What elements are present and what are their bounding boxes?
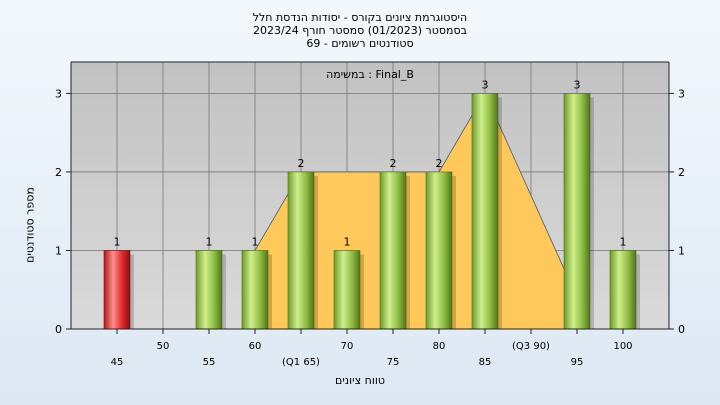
bar-value-label: 1 (252, 235, 259, 248)
x-tick-label: (Q3 90) (512, 341, 550, 352)
y-axis-label: מספר סטודנטים (23, 187, 37, 263)
y-tick-label-right: 0 (678, 323, 685, 336)
bar-value-label: 1 (114, 235, 121, 248)
y-tick-label-left: 1 (55, 244, 62, 257)
histogram-bar (609, 250, 637, 330)
histogram-bar (425, 171, 453, 330)
bar-value-label: 3 (574, 78, 581, 91)
bar-value-label: 1 (344, 235, 351, 248)
y-tick-label-left: 2 (55, 166, 62, 179)
x-tick-label: 100 (613, 341, 632, 352)
chart-title-line-2: בסמסטר (01/2023) סמסטר חורף 2023/24 (253, 24, 467, 37)
y-tick-label-right: 2 (678, 166, 685, 179)
histogram-bar (195, 250, 223, 330)
histogram-bar (379, 171, 407, 330)
histogram-bar (563, 93, 591, 330)
histogram-bar (241, 250, 269, 330)
bar-value-label: 2 (390, 157, 397, 170)
x-tick-label: 70 (341, 341, 354, 352)
x-tick-label: 80 (433, 341, 446, 352)
x-tick-label: 95 (571, 357, 584, 368)
y-tick-label-right: 3 (678, 87, 685, 100)
x-tick-label: 60 (249, 341, 262, 352)
chart-title-line-1: היסטוגרמת ציונים בקורס - יסודות הנדסת חל… (252, 11, 468, 24)
bar-value-label: 3 (482, 78, 489, 91)
y-tick-label-right: 1 (678, 244, 685, 257)
x-tick-label: (Q1 65) (282, 357, 320, 368)
x-tick-label: 55 (203, 357, 216, 368)
histogram-bar (287, 171, 315, 330)
chart-subtitle: במשימה : Final_B (326, 68, 414, 81)
histogram-bar (471, 93, 499, 330)
histogram-bar (333, 250, 361, 330)
chart-title-line-3: סטודנטים רשומים - 69 (306, 37, 414, 50)
y-tick-label-left: 0 (55, 323, 62, 336)
x-tick-label: 85 (479, 357, 492, 368)
x-axis-label: טווח ציונים (335, 374, 385, 387)
y-tick-label-left: 3 (55, 87, 62, 100)
histogram-bar (103, 250, 131, 330)
x-tick-label: 45 (111, 357, 124, 368)
bar-value-label: 1 (206, 235, 213, 248)
bar-value-label: 2 (298, 157, 305, 170)
x-tick-label: 75 (387, 357, 400, 368)
x-tick-label: 50 (157, 341, 170, 352)
bar-value-label: 1 (620, 235, 627, 248)
bar-value-label: 2 (436, 157, 443, 170)
